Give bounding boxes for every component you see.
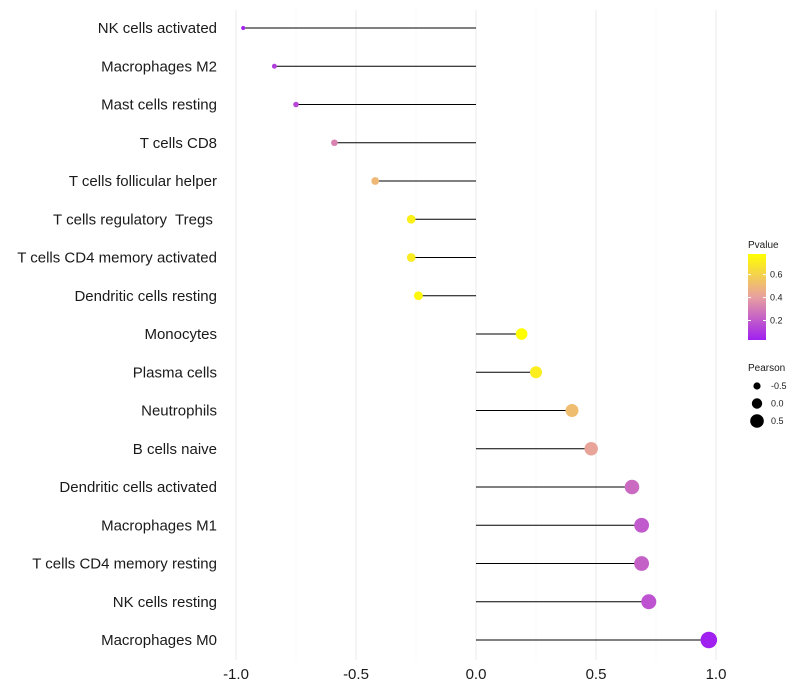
- pvalue-colorbar: [748, 254, 766, 340]
- y-axis-label: T cells CD4 memory resting: [32, 556, 217, 573]
- y-axis-labels: NK cells activated Macrophages M2 Mast cel…: [17, 20, 217, 649]
- lollipop-dot: [624, 479, 640, 495]
- x-tick-label: 0.5: [586, 666, 607, 683]
- lollipop-dot: [371, 177, 380, 185]
- y-axis-label: Neutrophils: [141, 403, 217, 420]
- lollipop-dot: [331, 139, 338, 147]
- lollipop-dot: [634, 556, 650, 571]
- size-legend-label: -0.5: [771, 381, 787, 391]
- size-legend-dot: [751, 398, 763, 409]
- size-legend-label: 0.5: [771, 416, 784, 426]
- y-axis-label: T cells CD4 memory activated: [17, 250, 217, 267]
- y-axis-label: Macrophages M2: [101, 58, 217, 75]
- pearson-size-legend: -0.5 0.0 0.5: [750, 381, 787, 428]
- pvalue-legend-title: Pvalue: [748, 240, 779, 251]
- y-axis-label: Macrophages M1: [101, 517, 217, 534]
- lollipop-dot: [293, 101, 299, 108]
- colorbar-tick-label: 0.2: [770, 316, 783, 326]
- x-tick-label: -0.5: [343, 666, 369, 683]
- x-tick-label: 1.0: [706, 666, 727, 683]
- y-axis-label: T cells follicular helper: [69, 173, 217, 190]
- size-legend-label: 0.0: [771, 399, 784, 409]
- legends: Pvalue 0.6 0.4 0.2 Pearson -0.5 0.0 0.5: [748, 240, 787, 428]
- pvalue-colorbar-ticks: 0.6 0.4 0.2: [748, 270, 783, 326]
- lollipop-dot: [406, 253, 416, 262]
- lollipop-dot: [241, 25, 246, 31]
- y-axis-label: Mast cells resting: [101, 97, 217, 114]
- lollipop-dots: [241, 25, 718, 649]
- y-axis-label: Macrophages M0: [101, 632, 217, 649]
- y-axis-label: T cells regulatory Tregs: [53, 211, 217, 228]
- grid-lines: [235, 10, 717, 660]
- y-axis-label: Monocytes: [144, 326, 217, 343]
- lollipop-dot: [634, 517, 650, 533]
- y-axis-label: Plasma cells: [133, 364, 217, 381]
- y-axis-label: Dendritic cells activated: [59, 479, 217, 496]
- y-axis-label: T cells CD8: [140, 135, 217, 152]
- lollipop-dot: [406, 214, 416, 224]
- lollipop-dot: [271, 63, 277, 69]
- lollipop-dot: [413, 291, 423, 301]
- y-axis-label: NK cells resting: [113, 594, 217, 611]
- lollipop-dot: [584, 442, 598, 456]
- size-legend-dot: [753, 382, 761, 390]
- y-axis-label: Dendritic cells resting: [74, 288, 217, 305]
- lollipop-dot: [515, 328, 528, 340]
- size-legend-dot: [750, 414, 764, 428]
- y-axis-label: NK cells activated: [98, 20, 217, 37]
- y-axis-label: B cells naive: [133, 441, 217, 458]
- x-tick-label: 0.0: [466, 666, 487, 683]
- colorbar-tick-label: 0.4: [770, 293, 783, 303]
- lollipop-dot: [700, 631, 718, 649]
- lollipop-dot: [530, 366, 542, 379]
- colorbar-tick-label: 0.6: [770, 270, 783, 280]
- x-tick-label: -1.0: [223, 666, 249, 683]
- pearson-legend-title: Pearson: [748, 363, 785, 374]
- lollipop-stems: [243, 27, 709, 641]
- lollipop-dot: [641, 594, 657, 610]
- lollipop-dot: [565, 404, 579, 417]
- x-axis-ticks: -1.0 -0.5 0.0 0.5 1.0: [223, 666, 726, 683]
